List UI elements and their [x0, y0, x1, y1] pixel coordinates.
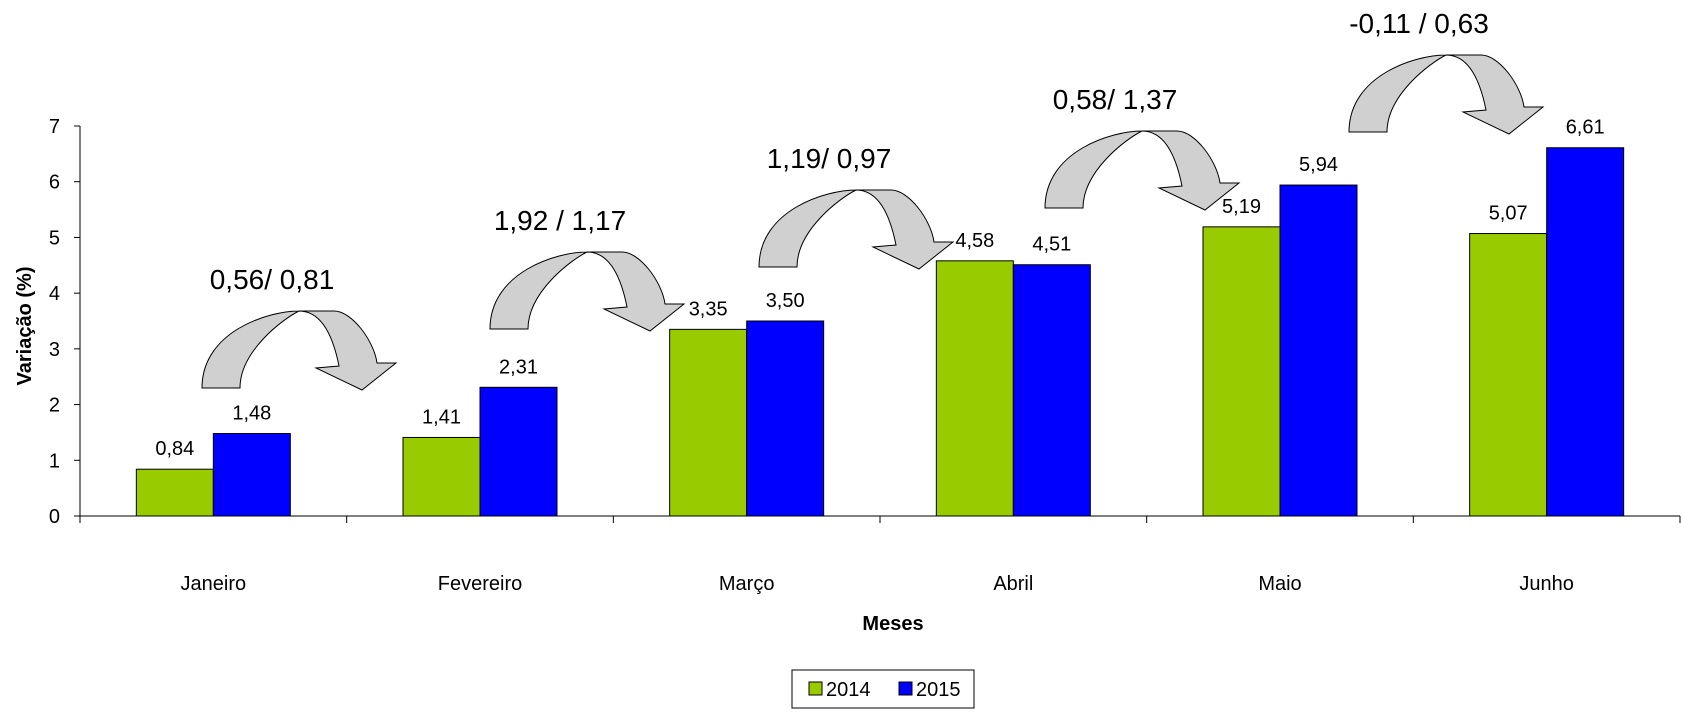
bar-2014-março	[669, 328, 748, 517]
annotation-label: 0,56/ 0,81	[210, 264, 335, 295]
data-label-2014: 4,58	[955, 230, 994, 252]
data-label-2014: 1,41	[422, 406, 461, 428]
bar-2015-janeiro	[212, 433, 291, 517]
legend-label-2014: 2014	[826, 679, 871, 701]
data-label-2015: 1,48	[232, 403, 271, 425]
annotation-label: -0,11 / 0,63	[1349, 8, 1489, 39]
legend-swatch-2015	[898, 681, 913, 696]
category-label: Fevereiro	[438, 573, 522, 595]
bar-2014-abril	[935, 260, 1014, 517]
y-axis-title: Variação (%)	[14, 267, 36, 386]
annotation-label: 1,19/ 0,97	[767, 143, 892, 174]
x-axis-title: Meses	[862, 613, 923, 635]
data-label-2015: 2,31	[499, 356, 538, 378]
bar-2015-abril	[1012, 264, 1091, 517]
annotation-arrows	[201, 54, 1545, 391]
labels: 0 1 2 3 4 5 6 7 0,84 1,48 Janeiro 1,41 2,31 Fevereiro…	[49, 8, 1605, 595]
data-label-2014: 3,35	[689, 298, 728, 320]
annotation-label: 0,58/ 1,37	[1053, 84, 1178, 115]
category-label: Março	[719, 573, 775, 595]
bars	[135, 147, 1625, 517]
legend: 2014 2015	[791, 669, 975, 709]
bar-2014-fevereiro	[402, 436, 481, 517]
bar-2015-fevereiro	[479, 386, 558, 517]
y-tick-label: 0	[49, 506, 60, 528]
y-tick-label: 3	[49, 339, 60, 361]
category-label: Abril	[993, 573, 1033, 595]
legend-swatch-2014	[808, 681, 823, 696]
y-tick-label: 5	[49, 227, 60, 249]
data-label-2015: 5,94	[1299, 154, 1338, 176]
bar-2015-março	[746, 320, 825, 517]
bar-2015-junho	[1546, 147, 1625, 517]
annotation-arrow	[1044, 130, 1241, 211]
data-label-2015: 4,51	[1032, 234, 1071, 256]
category-label: Janeiro	[181, 573, 247, 595]
bar-2014-junho	[1469, 233, 1548, 517]
y-tick-label: 6	[49, 172, 60, 194]
y-tick-label: 4	[49, 283, 60, 305]
data-label-2014: 5,19	[1222, 196, 1261, 218]
annotation-arrow	[201, 310, 398, 391]
legend-label-2015: 2015	[916, 679, 961, 701]
bar-2014-janeiro	[135, 468, 214, 517]
data-label-2015: 6,61	[1566, 117, 1605, 139]
annotation-label: 1,92 / 1,17	[494, 205, 626, 236]
data-label-2015: 3,50	[766, 290, 805, 312]
data-label-2014: 0,84	[155, 438, 194, 460]
axes	[74, 125, 1681, 523]
y-tick-label: 1	[49, 450, 60, 472]
category-label: Maio	[1258, 573, 1301, 595]
annotation-arrow	[489, 251, 686, 332]
annotation-arrow	[1348, 54, 1545, 135]
annotation-arrow	[758, 189, 955, 270]
y-tick-label: 2	[49, 395, 60, 417]
data-label-2014: 5,07	[1489, 203, 1528, 225]
y-tick-label: 7	[49, 116, 60, 138]
category-label: Junho	[1519, 573, 1574, 595]
bar-2015-maio	[1279, 184, 1358, 517]
bar-2014-maio	[1202, 226, 1281, 517]
